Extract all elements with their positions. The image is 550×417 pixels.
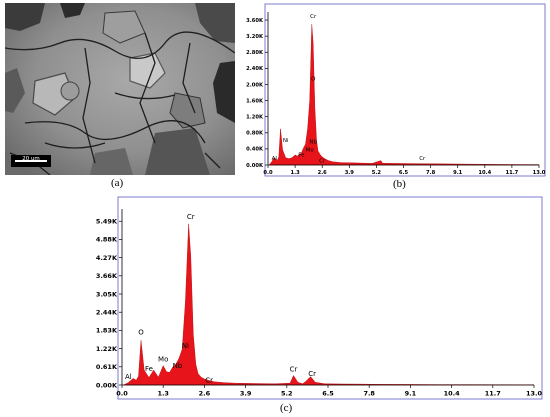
peak-label: Cr	[290, 366, 298, 374]
x-tick-label: 0.0	[263, 170, 273, 176]
panel-label-c: (c)	[280, 402, 293, 414]
y-tick-label: 0.80K	[246, 131, 264, 137]
y-tick-label: 4.88K	[96, 236, 118, 244]
y-tick-label: 0.61K	[96, 363, 118, 371]
peak-label: Nb	[309, 140, 317, 146]
peak-label: Cr	[187, 213, 195, 221]
sem-micrograph: 20 um	[5, 3, 235, 175]
y-tick-label: 2.40K	[246, 66, 264, 72]
chart-c-svg: 0.00K 0.61K 1.22K 1.83K 2.44K 3.05K 3.66K 4.27K…	[96, 196, 543, 400]
x-tick-label: 2.6	[318, 170, 328, 176]
x-tick-label: 11.7	[505, 170, 518, 176]
peak-label: Al	[272, 156, 278, 162]
x-tick-label: 5.2	[281, 390, 293, 398]
x-tick-label: 3.9	[240, 390, 252, 398]
peak-label: Cr	[419, 156, 426, 162]
y-tick-label: 2.80K	[246, 50, 264, 56]
y-tick-label: 0.00K	[246, 163, 264, 169]
scale-bar-label: 20 um	[22, 156, 40, 162]
x-tick-label: 9.1	[453, 170, 463, 176]
y-tick-label: 1.20K	[246, 115, 264, 121]
peak-label: Cr	[308, 370, 316, 378]
x-tick-label: 6.5	[399, 170, 409, 176]
peak-label: Ni	[182, 342, 189, 350]
x-tick-label: 13.0	[526, 390, 543, 398]
x-tick-label: 2.6	[199, 390, 211, 398]
peak-label: Al	[125, 373, 132, 381]
x-tick-label: 3.9	[345, 170, 355, 176]
x-tick-label: 10.4	[478, 170, 491, 176]
y-tick-label: 3.66K	[96, 272, 118, 280]
peak-label: O	[311, 76, 316, 82]
x-tick-label: 1.3	[290, 170, 300, 176]
x-tick-label: 10.4	[444, 390, 461, 398]
peak-label: Fe	[145, 365, 153, 373]
y-tick-label: 2.44K	[96, 308, 118, 316]
y-tick-label: 2.00K	[246, 82, 264, 88]
x-tick-label: 7.8	[363, 390, 375, 398]
x-tick-label: 6.5	[322, 390, 334, 398]
eds-spectrum-b: 0.00K 0.40K 0.80K 1.20K 1.60K 2.00K 2.40K 2.80K…	[241, 3, 547, 178]
eds-spectrum-c: 0.00K 0.61K 1.22K 1.83K 2.44K 3.05K 3.66K 4.27K…	[88, 196, 544, 401]
peak-label: Cr	[319, 159, 326, 165]
sem-image: 20 um	[5, 3, 235, 175]
x-tick-label: 7.8	[426, 170, 436, 176]
peak-label: Cr	[310, 14, 317, 20]
spectrum-series-0	[123, 223, 535, 386]
chart-b-svg: 0.00K 0.40K 0.80K 1.20K 1.60K 2.00K 2.40K 2.80K…	[246, 3, 546, 177]
y-tick-label: 3.05K	[96, 290, 118, 298]
peak-label: Ni	[283, 138, 289, 144]
spectrum-series-0	[268, 24, 540, 166]
y-tick-label: 1.83K	[96, 327, 118, 335]
y-tick-label: 3.60K	[246, 18, 264, 24]
y-tick-label: 3.20K	[246, 34, 264, 40]
x-tick-label: 9.1	[405, 390, 417, 398]
x-tick-label: 11.7	[485, 390, 501, 398]
x-tick-label: 0.0	[116, 390, 128, 398]
y-tick-label: 0.00K	[96, 381, 118, 389]
x-tick-label: 5.2	[372, 170, 382, 176]
peak-label: O	[138, 329, 144, 337]
peak-label: Mo	[158, 356, 168, 364]
x-tick-label: 13.0	[533, 170, 546, 176]
peak-label: Cr	[205, 376, 213, 384]
y-tick-label: 1.22K	[96, 345, 118, 353]
peak-label: Nb	[173, 362, 183, 370]
x-tick-label: 1.3	[157, 390, 169, 398]
y-tick-label: 4.27K	[96, 254, 118, 262]
peak-label: Mo	[306, 148, 315, 154]
panel-label-a: (a)	[111, 177, 124, 189]
panel-label-b: (b)	[393, 178, 406, 190]
y-tick-label: 0.40K	[246, 147, 264, 153]
peak-label: Fe	[298, 153, 305, 159]
y-tick-label: 5.49K	[96, 218, 118, 226]
y-tick-label: 1.60K	[246, 98, 264, 104]
